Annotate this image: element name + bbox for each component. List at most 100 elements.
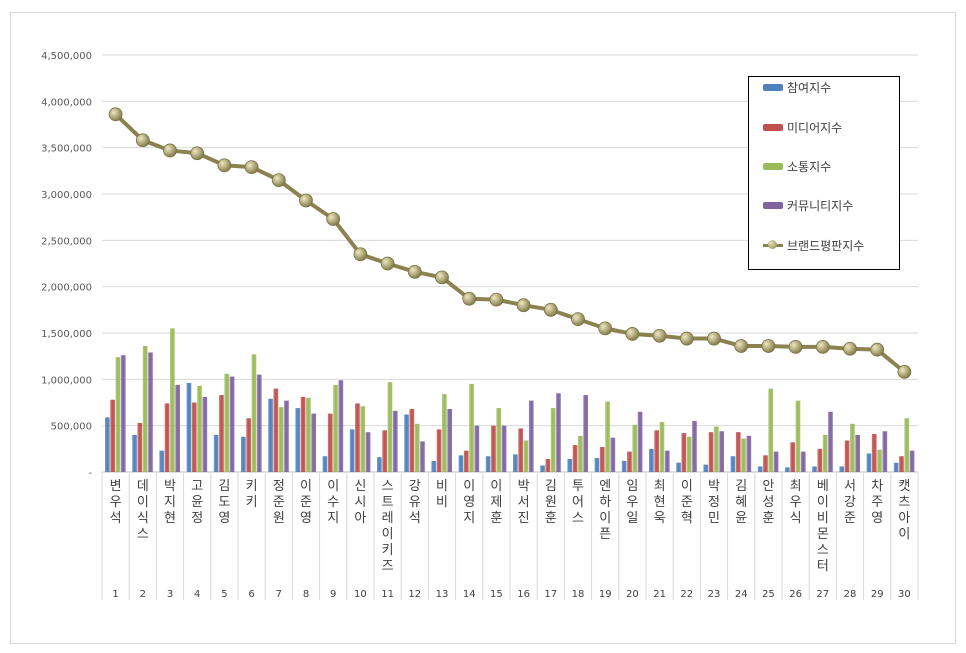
bar-1-2 <box>132 434 137 472</box>
legend-label-participation: 참여지수 <box>787 80 832 95</box>
bar-3-15 <box>496 408 502 472</box>
x-rank-label: 24 <box>735 589 748 600</box>
bar-2-22 <box>681 433 687 472</box>
chart-legend: 참여지수 미디어지수 소통지수 커뮤니티지수 브랜드평판지수 <box>748 76 900 270</box>
brand-index-point-24 <box>734 339 749 353</box>
x-rank-label: 19 <box>599 589 612 600</box>
x-rank-label: 28 <box>844 589 857 600</box>
bar-2-19 <box>599 446 605 472</box>
bar-4-20 <box>637 411 643 472</box>
bar-2-26 <box>790 442 795 472</box>
bar-3-6 <box>251 354 257 472</box>
x-rank-label: 14 <box>463 589 476 600</box>
x-rank-label: 10 <box>354 589 367 600</box>
x-rank-label: 12 <box>408 589 421 600</box>
bar-1-21 <box>648 448 654 472</box>
bar-1-28 <box>839 466 845 472</box>
y-tick-label: 4,500,000 <box>41 51 92 62</box>
brand-index-point-2 <box>135 133 150 148</box>
bar-1-11 <box>376 457 382 472</box>
bar-1-8 <box>295 408 301 472</box>
bar-2-28 <box>844 440 850 472</box>
bar-2-14 <box>463 450 469 472</box>
legend-label-communication: 소통지수 <box>787 159 832 174</box>
bar-3-12 <box>414 423 420 472</box>
bar-4-7 <box>284 400 289 472</box>
x-rank-label: 27 <box>816 589 829 600</box>
legend-swatch-participation <box>763 83 783 91</box>
brand-index-point-17 <box>543 302 558 317</box>
brand-index-point-11 <box>380 256 395 271</box>
brand-index-point-20 <box>625 327 640 341</box>
bar-1-5 <box>213 434 219 472</box>
bar-4-26 <box>800 451 806 472</box>
y-tick-label: 1,500,000 <box>41 329 92 340</box>
bar-1-7 <box>268 398 273 472</box>
bar-1-30 <box>893 462 899 472</box>
bar-2-9 <box>327 413 333 472</box>
x-rank-label: 22 <box>680 589 693 600</box>
brand-index-point-3 <box>163 143 177 158</box>
y-tick-label: 3,500,000 <box>41 144 92 155</box>
bar-1-17 <box>540 465 545 472</box>
bar-1-16 <box>512 454 518 472</box>
bar-3-13 <box>442 394 447 472</box>
bar-2-27 <box>817 448 823 472</box>
bar-4-21 <box>664 450 670 472</box>
bar-3-11 <box>387 382 393 472</box>
legend-item-brand: 브랜드평판지수 <box>763 236 864 254</box>
bar-3-29 <box>877 449 882 472</box>
legend-item-community: 커뮤니티지수 <box>763 196 853 214</box>
y-tick-label: 2,000,000 <box>41 283 92 294</box>
bar-2-1 <box>110 399 115 472</box>
brand-index-point-19 <box>598 321 613 336</box>
bar-4-25 <box>773 451 779 472</box>
bar-2-30 <box>899 456 904 472</box>
bar-1-4 <box>186 383 192 472</box>
bar-3-24 <box>741 438 746 472</box>
bar-1-27 <box>812 466 817 472</box>
y-tick-label: 4,000,000 <box>41 97 92 108</box>
bar-4-6 <box>256 374 262 472</box>
x-rank-label: 3 <box>167 589 173 600</box>
bar-1-13 <box>431 460 437 472</box>
x-rank-label: 23 <box>708 589 721 600</box>
y-tick-label: 1,000,000 <box>41 375 92 386</box>
bar-2-16 <box>518 428 523 472</box>
bar-1-20 <box>621 460 627 472</box>
bar-1-9 <box>322 456 328 472</box>
brand-index-point-25 <box>761 339 776 353</box>
legend-swatch-brand <box>763 240 783 250</box>
x-rank-label: 2 <box>140 589 146 600</box>
bar-3-5 <box>224 373 230 472</box>
bar-2-18 <box>572 445 578 472</box>
x-rank-label: 8 <box>303 589 309 600</box>
brand-index-point-21 <box>652 328 667 343</box>
y-tick-label: - <box>88 468 92 479</box>
brand-index-point-23 <box>707 331 721 346</box>
x-rank-label: 25 <box>762 589 775 600</box>
brand-index-point-29 <box>870 342 885 357</box>
bar-4-17 <box>556 393 561 472</box>
bar-3-3 <box>170 328 175 472</box>
bar-4-3 <box>175 384 181 472</box>
bar-3-28 <box>850 423 855 472</box>
bar-3-9 <box>333 384 338 472</box>
bar-4-16 <box>528 400 534 472</box>
x-rank-label: 18 <box>572 589 585 600</box>
x-rank-label: 17 <box>544 589 557 600</box>
